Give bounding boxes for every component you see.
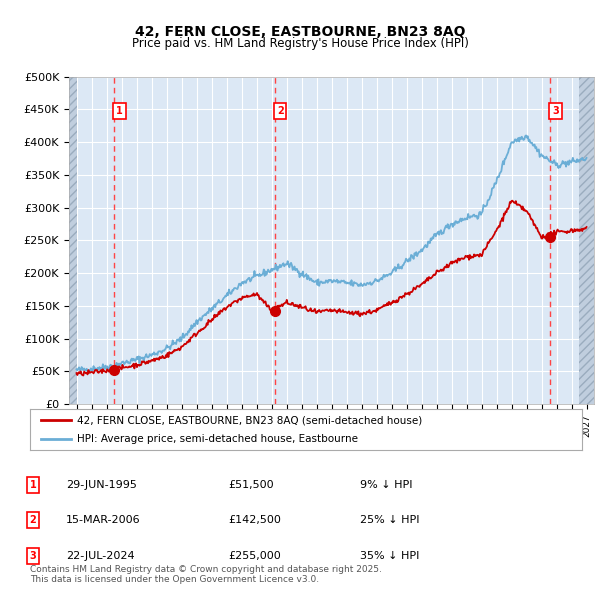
Text: 1: 1 [29, 480, 37, 490]
Text: 22-JUL-2024: 22-JUL-2024 [66, 551, 134, 560]
Text: 9% ↓ HPI: 9% ↓ HPI [360, 480, 413, 490]
Text: £142,500: £142,500 [228, 516, 281, 525]
Bar [579, 77, 594, 404]
Text: 25% ↓ HPI: 25% ↓ HPI [360, 516, 419, 525]
Text: 42, FERN CLOSE, EASTBOURNE, BN23 8AQ (semi-detached house): 42, FERN CLOSE, EASTBOURNE, BN23 8AQ (se… [77, 415, 422, 425]
Text: HPI: Average price, semi-detached house, Eastbourne: HPI: Average price, semi-detached house,… [77, 434, 358, 444]
Text: 3: 3 [29, 551, 37, 560]
Text: 2: 2 [29, 516, 37, 525]
Text: 2: 2 [277, 106, 284, 116]
Text: 42, FERN CLOSE, EASTBOURNE, BN23 8AQ: 42, FERN CLOSE, EASTBOURNE, BN23 8AQ [135, 25, 465, 39]
Text: 35% ↓ HPI: 35% ↓ HPI [360, 551, 419, 560]
Text: Contains HM Land Registry data © Crown copyright and database right 2025.
This d: Contains HM Land Registry data © Crown c… [30, 565, 382, 584]
Text: Price paid vs. HM Land Registry's House Price Index (HPI): Price paid vs. HM Land Registry's House … [131, 37, 469, 50]
Text: £255,000: £255,000 [228, 551, 281, 560]
Text: 3: 3 [552, 106, 559, 116]
Text: 15-MAR-2006: 15-MAR-2006 [66, 516, 140, 525]
Text: 29-JUN-1995: 29-JUN-1995 [66, 480, 137, 490]
Bar [69, 77, 77, 404]
Text: 1: 1 [116, 106, 123, 116]
Text: £51,500: £51,500 [228, 480, 274, 490]
